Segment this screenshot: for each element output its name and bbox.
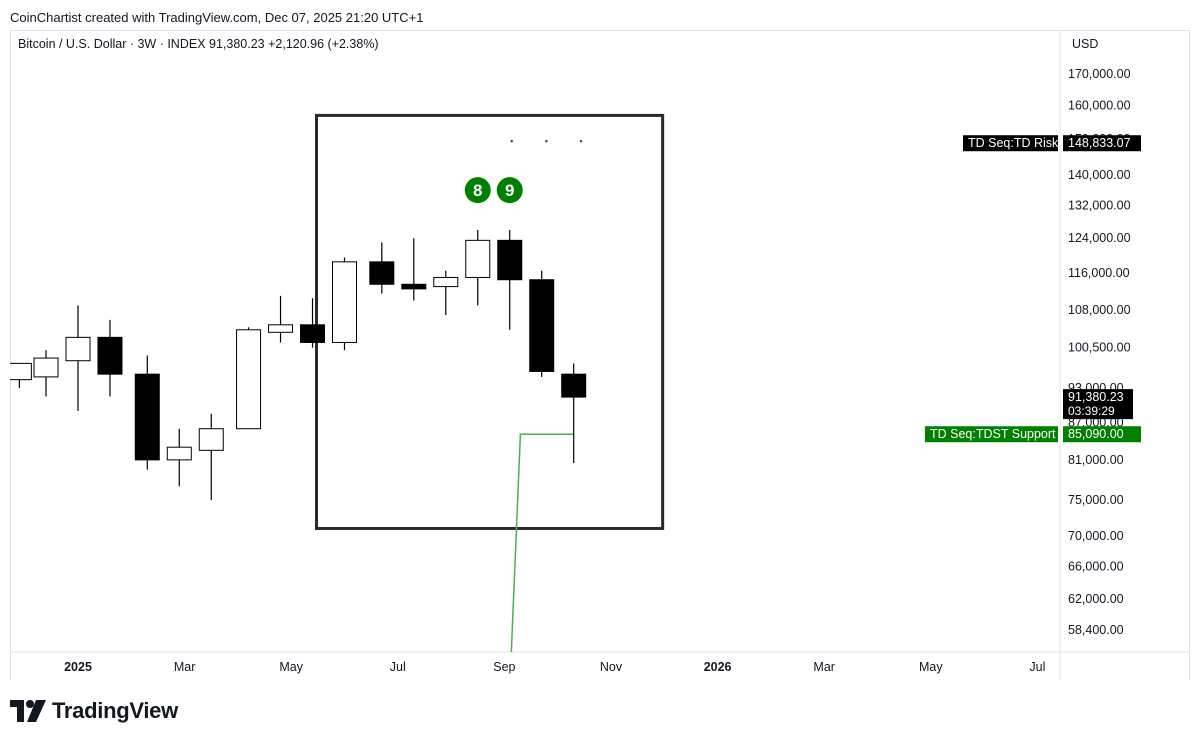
candle-body: [369, 261, 395, 285]
x-tick-label: May: [279, 660, 303, 674]
y-tick-label: 140,000.00: [1068, 168, 1131, 182]
chart-frame: [10, 30, 1190, 680]
tdst-support-label: TD Seq:TDST Support: [930, 427, 1056, 441]
td-count-label: 8: [473, 181, 482, 200]
y-tick-label: 124,000.00: [1068, 231, 1131, 245]
y-tick-label: 58,400.00: [1068, 623, 1124, 637]
candle-body: [10, 362, 32, 381]
x-tick-label: Sep: [493, 660, 515, 674]
x-tick-label: Nov: [600, 660, 623, 674]
x-tick-label: May: [919, 660, 943, 674]
y-tick-label: 170,000.00: [1068, 67, 1131, 81]
td-count-label: 9: [505, 181, 514, 200]
last-price-value: 91,380.23: [1068, 390, 1124, 404]
candle-body: [561, 373, 587, 398]
y-tick-label: 75,000.00: [1068, 493, 1124, 507]
marker-dot: [579, 139, 583, 143]
candle-body: [97, 336, 123, 375]
x-tick-label: Jul: [1029, 660, 1045, 674]
y-tick-label: 100,500.00: [1068, 341, 1131, 355]
x-tick-label: Mar: [174, 660, 196, 674]
annotation-box: [315, 113, 665, 530]
td-risk-label: TD Seq:TD Risk: [968, 136, 1059, 150]
y-tick-label: 70,000.00: [1068, 529, 1124, 543]
currency-label[interactable]: USD: [1072, 37, 1099, 51]
y-tick-label: 132,000.00: [1068, 199, 1131, 213]
tdst-support-value: 85,090.00: [1068, 427, 1124, 441]
tdst-support-value-bg: [1063, 426, 1141, 443]
td-risk-value: 148,833.07: [1068, 136, 1131, 150]
y-tick-label: 81,000.00: [1068, 453, 1124, 467]
candle-body: [33, 357, 59, 378]
td-count-circle: [496, 177, 523, 204]
y-tick-label: 108,000.00: [1068, 303, 1131, 317]
symbol-legend[interactable]: Bitcoin / U.S. Dollar · 3W · INDEX 91,38…: [18, 37, 379, 51]
x-tick-label: Mar: [813, 660, 835, 674]
candle-body: [497, 239, 523, 281]
candle-body: [268, 324, 294, 333]
tradingview-logo-icon: [10, 700, 46, 722]
marker-dot: [545, 139, 548, 143]
candle-body: [236, 329, 262, 430]
tdst-support-label-bg: [925, 426, 1058, 443]
candle-body: [332, 261, 357, 343]
td-risk-label-bg: [963, 135, 1058, 152]
candle-body: [198, 428, 224, 451]
x-tick-label: 2025: [64, 660, 92, 674]
y-tick-label: 160,000.00: [1068, 99, 1131, 113]
candle-body: [65, 336, 91, 362]
candle-body: [529, 279, 555, 372]
chart-credit: CoinChartist created with TradingView.co…: [10, 10, 424, 25]
y-tick-label: 87,000.00: [1068, 416, 1124, 430]
tradingview-logo[interactable]: TradingView: [10, 698, 178, 724]
y-tick-label: 66,000.00: [1068, 559, 1124, 573]
candle-body: [300, 324, 326, 343]
tdst-support-line: [510, 433, 574, 652]
y-tick-label: 116,000.00: [1068, 266, 1130, 280]
last-price-bg: [1063, 389, 1133, 420]
x-tick-label: Jul: [390, 660, 406, 674]
x-tick-label: 2026: [704, 660, 732, 674]
candle-body: [433, 276, 459, 288]
marker-dot: [510, 139, 514, 143]
y-tick-label: 62,000.00: [1068, 592, 1124, 606]
candle-body: [166, 446, 192, 461]
last-price-countdown: 03:39:29: [1068, 404, 1115, 418]
candle-body: [134, 373, 160, 461]
td-count-circle: [464, 177, 491, 204]
td-risk-value-bg: [1063, 135, 1141, 152]
tradingview-logo-text: TradingView: [52, 698, 178, 723]
candle-body: [401, 283, 427, 290]
candle-body: [465, 239, 491, 278]
